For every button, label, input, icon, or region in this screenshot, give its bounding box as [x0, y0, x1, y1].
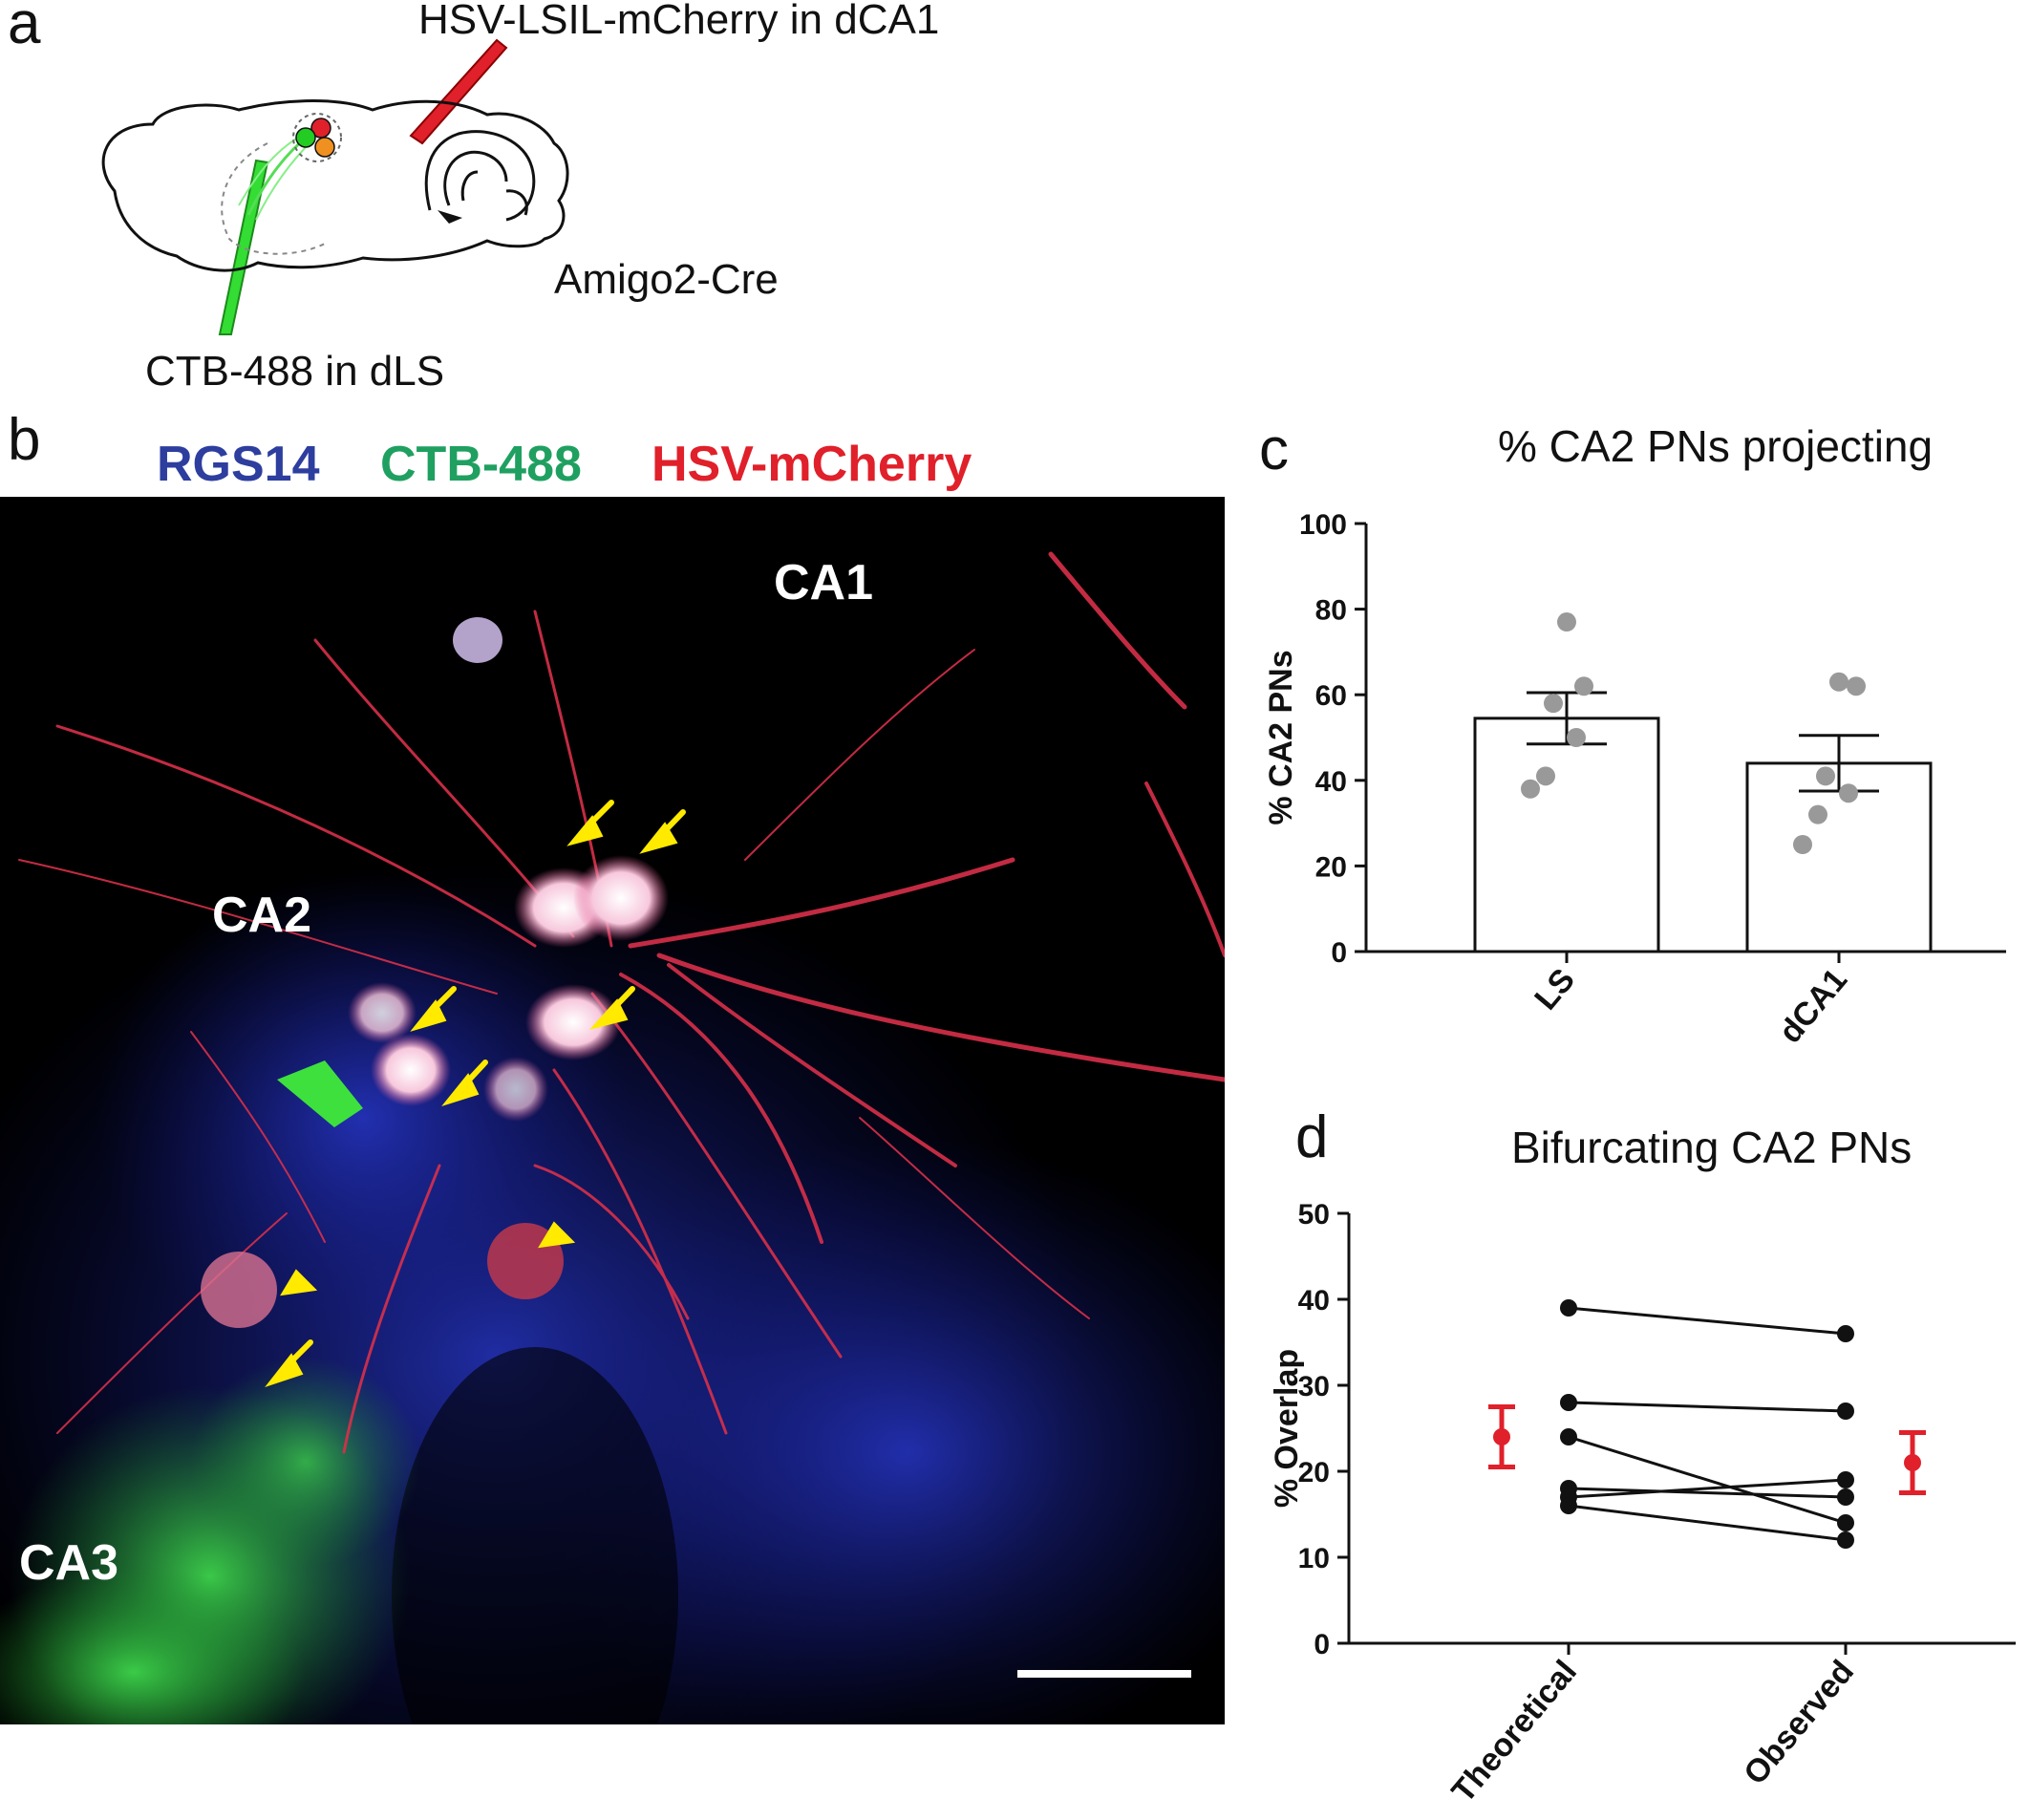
data-point — [1793, 835, 1812, 854]
chart-d: 0 10 20 30 40 50 % Overlap Theoretical Observed — [1269, 1199, 2016, 1809]
data-point — [1837, 1471, 1854, 1488]
red-pipette-icon — [409, 38, 508, 145]
legend-ctb488: CTB-488 — [380, 437, 582, 492]
pair-line — [1568, 1487, 1847, 1499]
bar — [1745, 761, 1933, 953]
y-tick-label: 10 — [1298, 1543, 1330, 1574]
data-point — [1837, 1402, 1854, 1420]
injection-dca1-label: HSV-LSIL-mCherry in dCA1 — [418, 0, 940, 43]
region-ca3-label: CA3 — [19, 1535, 119, 1591]
legend-hsv-mcherry: HSV-mCherry — [652, 437, 972, 492]
y-tick-label: 80 — [1315, 595, 1347, 627]
mouse-line-label: Amigo2-Cre — [554, 256, 779, 303]
summary-mean — [1904, 1454, 1921, 1471]
bar — [1473, 717, 1660, 953]
green-pipette-icon — [218, 159, 269, 335]
data-point — [1521, 779, 1540, 799]
region-ca2-label: CA2 — [212, 888, 312, 943]
summary-mean — [1493, 1428, 1510, 1445]
x-tick-label: Observed — [1737, 1654, 1861, 1792]
data-point — [1560, 1299, 1577, 1317]
y-tick-label: 40 — [1298, 1285, 1330, 1317]
data-point — [1816, 766, 1835, 786]
panel-d-label: d — [1295, 1104, 1329, 1170]
pair-line — [1568, 1435, 1847, 1525]
confocal-micrograph: CA1 CA2 CA3 — [0, 497, 1225, 1724]
y-tick-label: 100 — [1299, 509, 1347, 541]
y-tick-label: 0 — [1314, 1629, 1330, 1660]
brain-schematic — [101, 38, 569, 335]
red-dot-icon — [310, 118, 331, 139]
data-point — [1837, 1325, 1854, 1342]
green-dot-icon — [295, 127, 316, 148]
panel-b-label: b — [8, 407, 41, 473]
scale-bar — [1017, 1670, 1191, 1678]
pair-line — [1568, 1401, 1847, 1413]
chart-c: 0 20 40 60 80 100 % CA2 PNs LS dCA1 — [1263, 509, 2006, 1050]
pair-line — [1568, 1306, 1847, 1336]
x-tick-label: Theoretical — [1444, 1654, 1584, 1809]
data-point — [1829, 672, 1848, 692]
data-point — [1837, 1488, 1854, 1506]
y-tick-label: 20 — [1298, 1457, 1330, 1488]
data-point — [1536, 766, 1555, 786]
y-tick-label: 20 — [1315, 851, 1347, 883]
injection-dls-label: CTB-488 in dLS — [145, 348, 445, 395]
data-point — [1560, 1497, 1577, 1514]
region-ca1-label: CA1 — [774, 555, 874, 610]
pair-line — [1568, 1478, 1847, 1499]
data-point — [1557, 612, 1576, 632]
data-point — [1847, 676, 1866, 696]
y-axis-label: % CA2 PNs — [1263, 650, 1299, 824]
data-point — [1560, 1394, 1577, 1411]
data-point — [1544, 694, 1563, 714]
data-point — [1574, 676, 1593, 696]
panel-c-label: c — [1259, 417, 1289, 482]
orange-dot-icon — [314, 137, 335, 158]
data-point — [1839, 783, 1858, 803]
y-tick-label: 40 — [1315, 766, 1347, 798]
y-tick-label: 0 — [1331, 937, 1347, 969]
chart-c-title: % CA2 PNs projecting — [1498, 421, 1934, 471]
data-point — [1837, 1531, 1854, 1549]
data-point — [1567, 728, 1586, 747]
data-point — [1808, 804, 1827, 824]
pair-line — [1568, 1504, 1847, 1542]
legend-rgs14: RGS14 — [157, 437, 320, 492]
x-tick-label: LS — [1528, 962, 1582, 1017]
y-tick-label: 60 — [1315, 680, 1347, 712]
data-point — [1837, 1514, 1854, 1531]
y-axis-label: % Overlap — [1269, 1349, 1305, 1508]
chart-d-title: Bifurcating CA2 PNs — [1511, 1123, 1912, 1172]
y-tick-label: 30 — [1298, 1371, 1330, 1402]
brain-outline-icon — [101, 99, 569, 272]
data-point — [1560, 1428, 1577, 1445]
x-tick-label: dCA1 — [1772, 962, 1854, 1050]
y-tick-label: 50 — [1298, 1199, 1330, 1231]
panel-a-label: a — [8, 0, 41, 56]
